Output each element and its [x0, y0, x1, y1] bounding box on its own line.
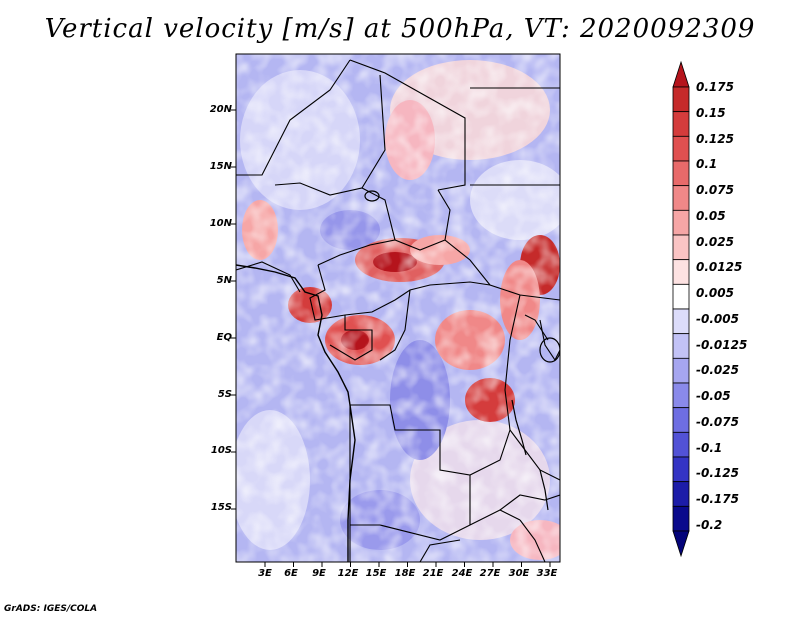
colorbar-swatch — [672, 185, 690, 211]
coastline-segment — [236, 264, 356, 562]
colorbar-label: -0.175 — [696, 492, 739, 506]
colorbar-swatch — [672, 505, 690, 532]
latitude-ticks — [231, 109, 236, 510]
colorbar-label: -0.0125 — [696, 338, 748, 352]
colorbar-swatch — [672, 283, 690, 310]
lon-label-6e: 6E — [284, 568, 298, 579]
lakes — [364, 190, 560, 511]
lat-label-10s: 10S — [210, 445, 232, 456]
boundary-line — [236, 59, 351, 176]
colorbar-end-triangle — [672, 530, 690, 558]
coastline — [236, 264, 356, 562]
colorbar-swatch — [672, 431, 690, 458]
boundary-line — [419, 539, 461, 562]
boundary-line — [274, 182, 396, 241]
colorbar-label: -0.125 — [696, 466, 739, 480]
lon-label-33e: 33E — [536, 568, 558, 579]
lon-label-3e: 3E — [258, 568, 272, 579]
lon-label-30e: 30E — [508, 568, 530, 579]
boundary-line — [236, 261, 301, 293]
colorbar-label: -0.1 — [696, 441, 723, 455]
lat-label-15s: 15S — [210, 502, 232, 513]
colorbar-label: 0.175 — [696, 80, 734, 94]
boundary-line — [317, 239, 446, 266]
colorbar-label: -0.005 — [696, 312, 739, 326]
footer-credit: GrADS: IGES/COLA — [4, 604, 98, 614]
lon-label-12e: 12E — [337, 568, 359, 579]
boundary-line — [349, 59, 466, 191]
colorbar-swatch — [672, 234, 690, 261]
lake-chad — [364, 190, 380, 202]
colorbar-swatch — [672, 111, 690, 137]
colorbar-swatch — [672, 135, 690, 162]
colorbar-swatch — [672, 456, 690, 483]
lat-label-5n: 5N — [216, 275, 232, 286]
colorbar-swatch — [672, 357, 690, 384]
vertical-velocity-field — [236, 54, 560, 562]
lat-label-20n: 20N — [209, 104, 232, 115]
colorbar-swatch — [672, 407, 690, 433]
colorbar-label: 0.025 — [696, 235, 734, 249]
lake-victoria — [539, 337, 560, 363]
colorbar-label: 0.125 — [696, 132, 734, 146]
colorbar-swatch — [672, 86, 690, 113]
lake-malawi — [539, 469, 549, 511]
boundary-line — [519, 519, 546, 562]
lat-label-10n: 10N — [209, 218, 232, 229]
boundary-line — [350, 404, 511, 476]
colorbar-swatch — [672, 382, 690, 409]
boundary-line — [524, 314, 549, 341]
lat-label-5s: 5S — [217, 389, 232, 400]
lon-label-27e: 27E — [479, 568, 501, 579]
colorbar-swatch — [672, 481, 690, 507]
colorbar-label: 0.15 — [696, 106, 726, 120]
boundary-line — [361, 74, 386, 189]
field-texture — [236, 54, 560, 562]
lon-label-24e: 24E — [451, 568, 473, 579]
boundary-line — [329, 315, 373, 361]
colorbar-label: -0.075 — [696, 415, 739, 429]
colorbar-label: 0.005 — [696, 286, 734, 300]
colorbar-label: -0.2 — [696, 518, 723, 532]
colorbar — [672, 60, 690, 558]
colorbar-label: -0.05 — [696, 389, 731, 403]
colorbar-label: -0.025 — [696, 363, 739, 377]
lon-label-21e: 21E — [422, 568, 444, 579]
map-title: Vertical velocity [m/s] at 500hPa, VT: 2… — [44, 14, 756, 44]
colorbar-swatch — [672, 333, 690, 359]
colorbar-swatch — [672, 259, 690, 285]
lake-tanganyika — [511, 399, 527, 456]
colorbar-end-triangle — [672, 60, 690, 88]
lon-label-18e: 18E — [394, 568, 416, 579]
boundary-line — [499, 494, 560, 511]
lat-label-eq: EQ — [216, 332, 232, 343]
longitude-ticks — [264, 562, 551, 567]
colorbar-label: 0.05 — [696, 209, 726, 223]
colorbar-swatch — [672, 160, 690, 187]
map-frame — [235, 53, 561, 563]
lon-label-9e: 9E — [312, 568, 326, 579]
lat-label-15n: 15N — [209, 161, 232, 172]
colorbar-swatch — [672, 308, 690, 335]
colorbar-label: 0.075 — [696, 183, 734, 197]
colorbar-label: 0.1 — [696, 157, 718, 171]
lon-label-15e: 15E — [365, 568, 387, 579]
boundary-line — [379, 289, 411, 361]
colorbar-swatch — [672, 209, 690, 236]
colorbar-label: 0.0125 — [696, 260, 743, 274]
boundary-line — [350, 509, 521, 541]
